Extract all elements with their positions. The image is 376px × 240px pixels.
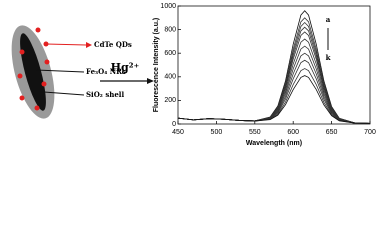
label: Fe₃O₄ NRs: [86, 67, 126, 76]
y-tick-label: 400: [164, 74, 176, 81]
x-tick-label: 700: [364, 129, 376, 136]
chart: 0 200 400 600 800 1000 450 500 550 600 650 700 Wavel…: [153, 3, 376, 147]
figure: CdTe QDs Fe₃O₄ NRs SiO₂ shell Hg²⁺ 0 200 4…: [11, 3, 376, 147]
arrow-head: [147, 78, 154, 84]
x-tick-label: 450: [172, 129, 184, 136]
pointer: [43, 91, 85, 96]
plot-frame: [177, 5, 371, 125]
label: CdTe QDs: [94, 40, 132, 49]
x-tick-label: 600: [287, 129, 299, 136]
x-tick-label: 500: [211, 129, 223, 136]
y-tick-label: 800: [164, 26, 176, 33]
y-tick-label: 600: [164, 50, 176, 57]
y-axis-label: Fluorescence Intensity (a.u.): [153, 18, 160, 113]
spectrum-line: [177, 31, 371, 124]
annotation: k: [326, 53, 331, 62]
nanorod: [20, 33, 46, 111]
y-tick-label: 200: [164, 97, 176, 104]
spectrum-line: [177, 38, 371, 124]
x-tick-label: 550: [249, 129, 261, 136]
x-axis-label: Wavelength (nm): [246, 140, 302, 147]
label: SiO₂ shell: [86, 90, 124, 99]
y-tick-label: 1000: [160, 3, 176, 10]
spectrum-line: [177, 26, 371, 124]
spectrum-line: [177, 10, 371, 124]
pointer: [35, 69, 85, 73]
pointer: [45, 43, 87, 46]
y-tick-label: 0: [172, 121, 176, 128]
reagent: Hg²⁺: [111, 61, 140, 74]
spectrum-line: [177, 75, 371, 124]
annotation: a: [326, 15, 331, 24]
spectrum-line: [177, 17, 371, 124]
spectrum-line: [177, 21, 371, 124]
pointer-head: [86, 42, 92, 48]
x-tick-label: 650: [326, 129, 338, 136]
schematic: CdTe QDs Fe₃O₄ NRs SiO₂ shell Hg²⁺: [11, 25, 154, 119]
